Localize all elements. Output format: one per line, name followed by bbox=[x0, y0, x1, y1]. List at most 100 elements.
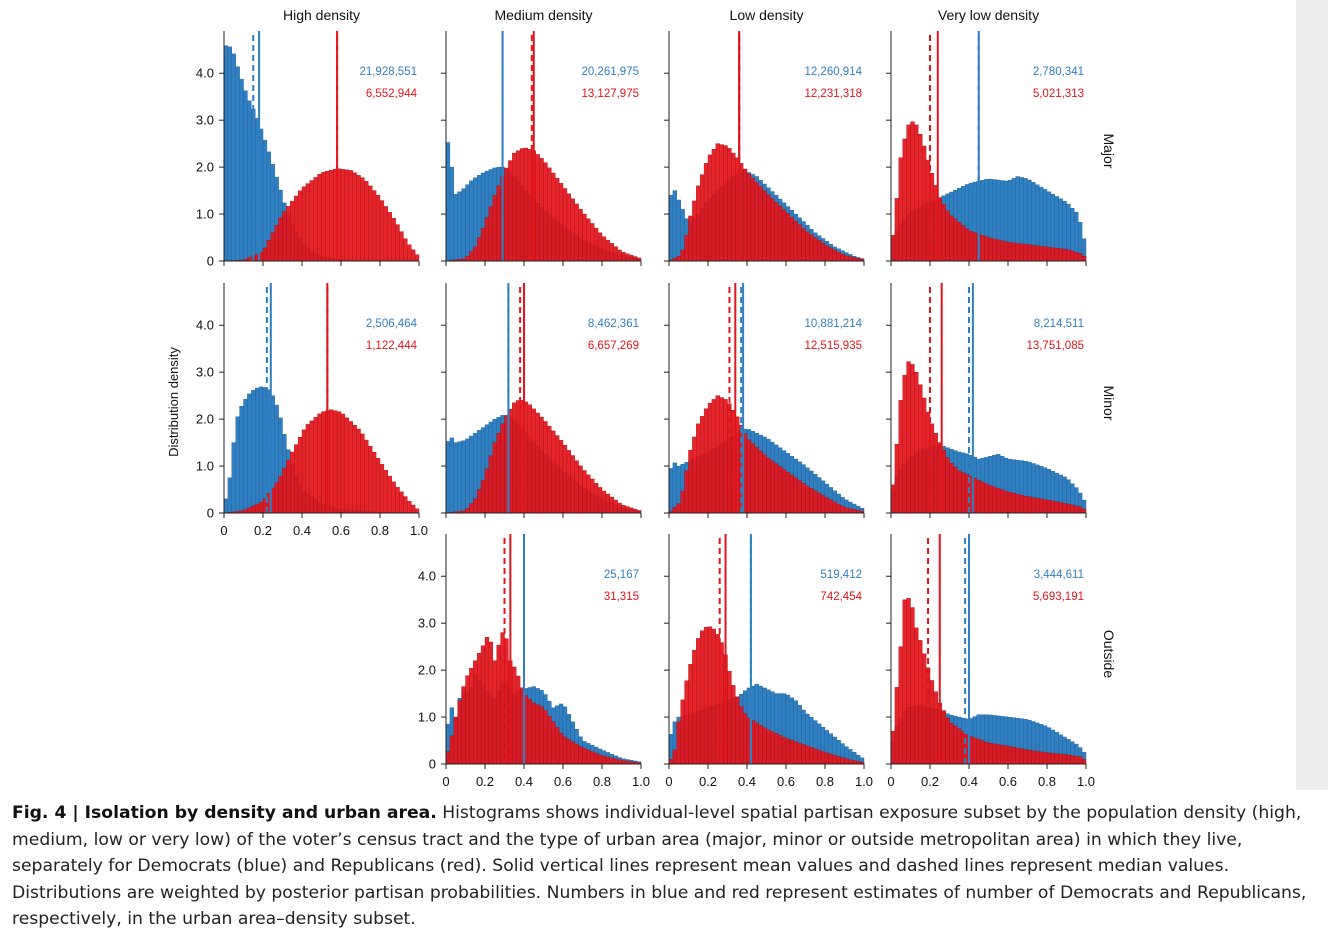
rep-bar bbox=[754, 447, 759, 514]
rep-bar bbox=[703, 408, 709, 514]
rep-bar bbox=[297, 437, 303, 514]
dem-count: 8,462,361 bbox=[588, 318, 639, 330]
rep-bar bbox=[453, 716, 458, 765]
rep-bar bbox=[805, 231, 810, 262]
rep-bar bbox=[578, 465, 583, 514]
x-tick-label: 0.4 bbox=[738, 774, 756, 789]
rep-bar bbox=[906, 124, 911, 262]
x-tick-label: 0.2 bbox=[699, 774, 717, 789]
rep-bar bbox=[1000, 744, 1005, 765]
rep-bar bbox=[914, 124, 919, 262]
rep-bar bbox=[785, 213, 791, 262]
rep-bar bbox=[957, 470, 962, 514]
rep-bar bbox=[778, 466, 783, 514]
rep-bar bbox=[941, 204, 946, 262]
rep-bar bbox=[488, 641, 493, 765]
rep-bar bbox=[411, 504, 416, 514]
dem-bar bbox=[239, 406, 244, 514]
dem-bar bbox=[247, 393, 252, 514]
rep-bar bbox=[848, 508, 853, 514]
rep-bar bbox=[270, 232, 275, 262]
rep-bar bbox=[301, 186, 307, 262]
rep-bar bbox=[700, 630, 705, 765]
dem-count: 3,444,611 bbox=[1034, 569, 1084, 581]
rep-bar bbox=[321, 172, 326, 262]
rep-bar bbox=[984, 483, 989, 514]
rep-bar bbox=[817, 492, 822, 514]
rep-bar bbox=[309, 420, 314, 514]
rep-bar bbox=[1019, 494, 1024, 514]
rep-bar bbox=[1077, 506, 1083, 514]
rep-bar bbox=[902, 599, 907, 765]
rep-bar bbox=[348, 170, 353, 262]
rep-bar bbox=[918, 134, 923, 262]
rep-count: 13,127,975 bbox=[581, 88, 639, 100]
vertical-scrollbar[interactable] bbox=[1296, 0, 1328, 790]
rep-count: 742,454 bbox=[820, 591, 862, 603]
rep-bar bbox=[594, 482, 599, 514]
rep-count: 12,515,935 bbox=[804, 340, 862, 352]
rep-bar bbox=[594, 227, 599, 262]
rep-bar bbox=[797, 480, 802, 514]
rep-bar bbox=[976, 479, 981, 514]
rep-bar bbox=[477, 489, 482, 514]
x-tick-label: 1.0 bbox=[855, 774, 873, 789]
rep-bar bbox=[508, 160, 513, 262]
x-tick-label: 0.8 bbox=[593, 774, 611, 789]
rep-bar bbox=[742, 713, 748, 765]
rep-bar bbox=[1007, 242, 1013, 262]
rep-bar bbox=[723, 145, 728, 262]
rep-bar bbox=[333, 410, 338, 514]
y-tick-label: 0 bbox=[429, 757, 436, 772]
rep-bar bbox=[809, 234, 814, 262]
rep-bar bbox=[496, 644, 501, 765]
x-tick-label: 0.4 bbox=[960, 774, 978, 789]
rep-bar bbox=[247, 507, 252, 514]
rep-bar bbox=[488, 206, 493, 262]
rep-bar bbox=[848, 759, 853, 765]
rep-bar bbox=[360, 177, 365, 262]
rep-bar bbox=[496, 185, 501, 262]
rep-bar bbox=[512, 152, 517, 262]
rep-bar bbox=[668, 759, 674, 765]
rep-bar bbox=[1019, 748, 1024, 765]
dem-bar bbox=[449, 437, 454, 514]
rep-bar bbox=[910, 364, 915, 514]
rep-bar bbox=[778, 205, 783, 262]
rep-bar bbox=[1035, 751, 1040, 765]
dem-bar bbox=[254, 387, 260, 514]
rep-bar bbox=[762, 454, 767, 514]
rep-bar bbox=[1038, 246, 1044, 262]
rep-bar bbox=[836, 756, 841, 765]
rep-bar bbox=[684, 234, 689, 262]
x-tick-label: 1.0 bbox=[410, 523, 428, 538]
x-tick-label: 0.2 bbox=[476, 774, 494, 789]
rep-bar bbox=[547, 167, 552, 262]
rep-bar bbox=[801, 228, 806, 262]
rep-bar bbox=[945, 717, 950, 765]
rep-bar bbox=[774, 463, 779, 514]
rep-bar bbox=[770, 460, 775, 514]
dem-bar bbox=[672, 462, 678, 514]
rep-bar bbox=[539, 416, 544, 514]
rep-bar bbox=[480, 227, 486, 262]
rep-bar bbox=[1027, 244, 1032, 262]
rep-bar bbox=[949, 215, 954, 262]
rep-bar bbox=[817, 749, 822, 765]
rep-bar bbox=[742, 168, 748, 262]
panel-outside-3: 0 0.2 0.4 0.6 0.8 1.0 3,444,611 5,693,191 bbox=[886, 534, 1095, 789]
rep-bar bbox=[922, 653, 927, 765]
y-tick-label: 3.0 bbox=[196, 113, 214, 128]
rep-bar bbox=[469, 668, 474, 765]
rep-bar bbox=[988, 743, 993, 765]
rep-bar bbox=[516, 150, 521, 262]
dem-bar bbox=[668, 195, 674, 262]
rep-bar bbox=[1074, 251, 1079, 262]
rep-bar bbox=[317, 174, 322, 262]
rep-bar bbox=[372, 452, 377, 514]
caption-body: Histograms shows individual-level spatia… bbox=[12, 803, 1307, 929]
rep-bar bbox=[313, 417, 318, 514]
rep-bar bbox=[906, 361, 911, 514]
dem-bar bbox=[445, 441, 451, 514]
y-axis-label: Distribution density bbox=[166, 347, 181, 457]
